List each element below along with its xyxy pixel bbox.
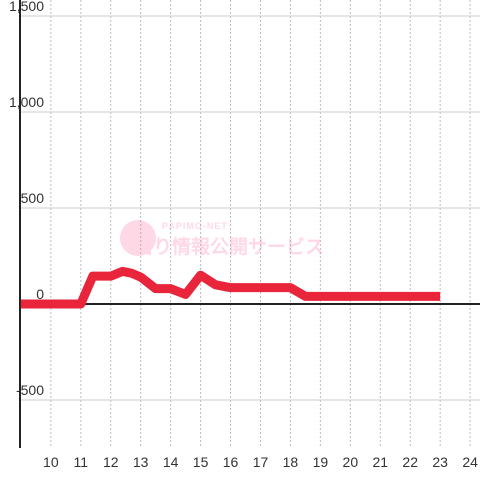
x-tick-label: 21 xyxy=(372,454,388,470)
series-line xyxy=(20,266,441,309)
x-tick-label: 14 xyxy=(163,454,179,470)
watermark-text: 当り情報公開サービス xyxy=(134,235,324,258)
x-tick-label: 23 xyxy=(432,454,448,470)
watermark: PAPIMO-NET 当り情報公開サービス xyxy=(120,220,324,258)
x-tick-label: 19 xyxy=(313,454,329,470)
x-tick-label: 13 xyxy=(133,454,149,470)
watermark-icon xyxy=(120,220,156,256)
watermark-brand: PAPIMO-NET xyxy=(162,221,228,231)
x-tick-label: 18 xyxy=(283,454,299,470)
x-tick-label: 10 xyxy=(43,454,59,470)
y-tick-label: 1,000 xyxy=(9,94,44,110)
y-tick-label: 0 xyxy=(36,286,44,302)
x-tick-label: 15 xyxy=(193,454,209,470)
x-tick-label: 16 xyxy=(223,454,239,470)
x-tick-label: 20 xyxy=(343,454,359,470)
y-tick-label: 500 xyxy=(21,190,45,206)
x-tick-label: 17 xyxy=(253,454,269,470)
y-tick-label: 1,500 xyxy=(9,0,44,14)
x-tick-label: 11 xyxy=(74,454,89,470)
x-tick-label: 22 xyxy=(402,454,418,470)
y-tick-label: -500 xyxy=(16,382,44,398)
x-tick-label: 12 xyxy=(103,454,119,470)
x-tick-label: 24 xyxy=(462,454,478,470)
